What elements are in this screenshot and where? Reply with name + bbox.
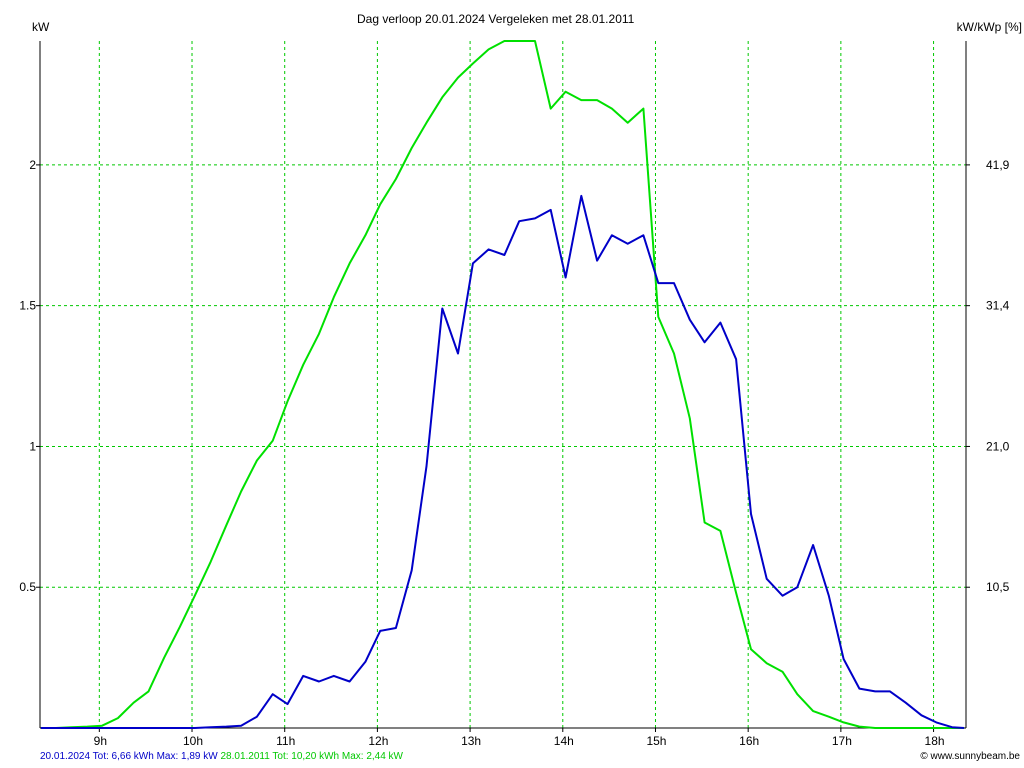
series2-summary: 28.01.2011 Tot: 10,20 kWh Max: 2,44 kW [220,751,403,762]
x-tick-label: 10h [183,734,203,748]
y-tick-label: 1.5 [19,299,36,313]
x-tick-label: 16h [739,734,759,748]
y2-tick-label: 41,9 [986,158,1010,172]
y-tick-label: 1 [29,439,36,453]
chart-title: Dag verloop 20.01.2024 Vergeleken met 28… [357,12,635,26]
footer-summary: 20.01.2024 Tot: 6,66 kWh Max: 1,89 kW 28… [40,751,403,762]
x-tick-label: 12h [368,734,388,748]
x-tick-label: 18h [925,734,945,748]
x-tick-label: 14h [554,734,574,748]
x-tick-label: 15h [646,734,666,748]
sunnybeam-credit: © www.sunnybeam.be [920,751,1020,762]
y2-tick-label: 31,4 [986,299,1010,313]
x-tick-label: 11h [276,734,295,748]
y2-tick-label: 21,0 [986,439,1010,453]
series1-summary: 20.01.2024 Tot: 6,66 kWh Max: 1,89 kW [40,751,218,762]
y-tick-label: 2 [29,158,36,172]
y2-tick-label: 10,5 [986,580,1010,594]
y-tick-label: 0.5 [19,580,36,594]
left-axis-unit: kW [32,20,50,34]
x-tick-label: 13h [461,734,481,748]
x-tick-label: 17h [832,734,852,748]
series-line-20-01-2024 [40,194,965,729]
right-axis-unit: kW/kWp [%] [956,20,1022,34]
series-line-28-01-2011 [40,40,965,729]
x-tick-label: 9h [94,734,107,748]
